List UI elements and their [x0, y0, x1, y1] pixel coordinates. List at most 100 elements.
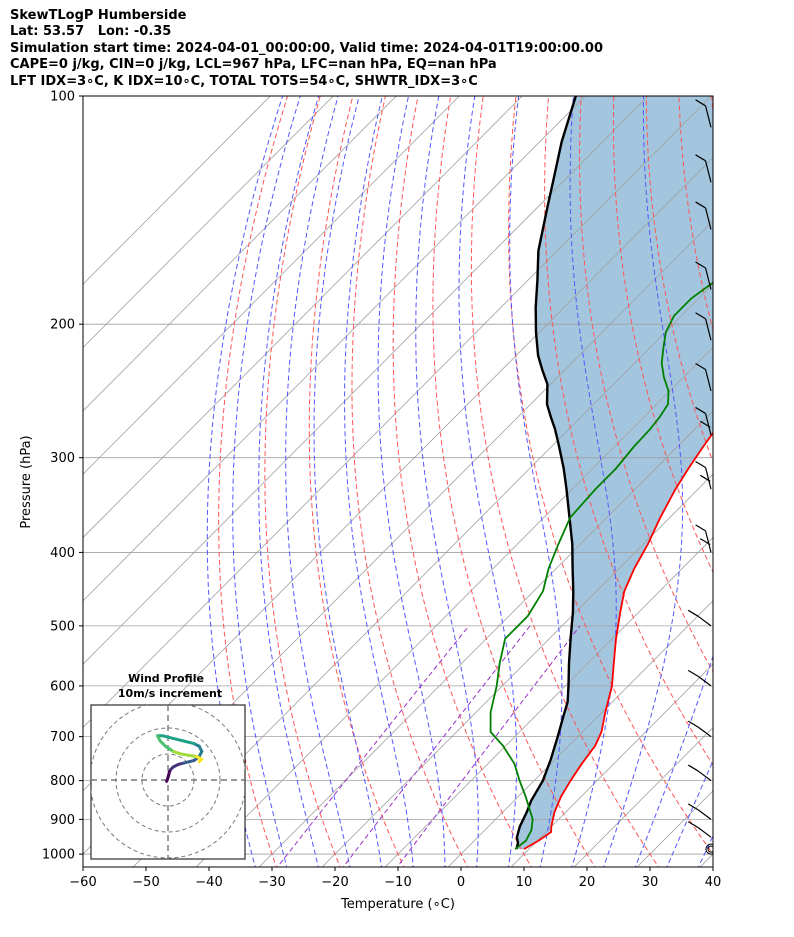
x-tick-label: −20: [321, 875, 348, 890]
wind-barb-staff: [697, 615, 712, 627]
moist-adiabat: [313, 96, 383, 867]
hodograph-trace-segment: [182, 739, 196, 746]
isotherm-line: [83, 96, 460, 475]
dry-adiabat: [218, 96, 288, 867]
isotherm-line: [195, 346, 713, 867]
temperature-line: [523, 431, 713, 850]
isotherm-line: [510, 663, 713, 867]
moist-adiabat: [232, 96, 301, 867]
wind-barb-staff: [697, 726, 712, 738]
moist-adiabat: [258, 96, 320, 867]
wind-barb-flag: [695, 524, 706, 532]
dry-adiabat-lines: [218, 96, 794, 870]
dry-adiabat: [470, 96, 660, 867]
wind-barb-flag: [687, 720, 699, 728]
mixing-ratio-line: [342, 625, 531, 867]
wind-barb-flag: [695, 461, 706, 469]
wind-barb-staff: [704, 267, 712, 290]
dry-adiabat: [744, 96, 794, 870]
moist-adiabat: [509, 96, 563, 867]
dry-adiabat: [351, 96, 469, 867]
wind-barb-flag: [699, 474, 711, 482]
wind-barb-staff: [704, 530, 712, 553]
dry-adiabat: [711, 96, 713, 121]
x-tick-label: −10: [384, 875, 411, 890]
wind-barb-flag: [695, 362, 706, 370]
x-tick-label: 40: [705, 875, 722, 890]
isotherm-line: [83, 96, 271, 285]
wind-barb-flag: [687, 669, 699, 677]
profile-series: [489, 96, 713, 850]
dry-adiabat: [612, 96, 713, 574]
x-axis-label: Temperature (∘C): [340, 897, 455, 912]
dewpoint-line: [489, 281, 713, 850]
dry-adiabat: [645, 96, 713, 464]
wind-barb-staff: [704, 207, 712, 230]
isotherm-line: [83, 96, 712, 729]
isotherm-line: [83, 96, 586, 602]
wind-barbs: [687, 99, 713, 855]
wind-barb-staff: [704, 413, 712, 436]
wind-barb-flag: [695, 154, 706, 162]
moist-adiabat: [377, 96, 446, 867]
x-tick-label: 20: [579, 875, 596, 890]
moist-adiabat: [603, 96, 684, 867]
y-tick-label: 500: [50, 619, 75, 634]
wind-barb-flag: [699, 538, 711, 546]
hodograph-title: Wind Profile: [128, 672, 204, 685]
y-axis-ticks: 100 200 300 400 500 600 700 800 900 1000: [42, 90, 83, 863]
y-tick-label: 100: [50, 90, 75, 105]
wind-profile-hodograph: Wind Profile 10m/s increment: [90, 672, 246, 860]
isotherm-line: [83, 96, 649, 665]
wind-barb-staff: [704, 318, 712, 341]
wind-barb-flag: [687, 803, 699, 811]
wind-barb-flag: [687, 764, 699, 772]
hodograph-subtitle: 10m/s increment: [118, 687, 222, 700]
hodograph-trace-segment: [163, 744, 175, 753]
moist-adiabat: [285, 96, 351, 867]
simulation-times: Simulation start time: 2024-04-01_00:00:…: [10, 40, 603, 56]
y-axis-label: Pressure (hPa): [19, 435, 34, 528]
moist-adiabat: [729, 79, 794, 870]
hodograph-trace-segment: [197, 757, 204, 764]
isotherm-line: [573, 726, 713, 867]
x-tick-label: 30: [642, 875, 659, 890]
stability-indices-1: CAPE=0 j/kg, CIN=0 j/kg, LCL=967 hPa, LF…: [10, 57, 497, 73]
dry-adiabat: [308, 96, 405, 867]
dry-adiabat: [508, 96, 713, 855]
wind-barb-staff: [697, 675, 712, 687]
wind-barb-flag: [695, 406, 706, 414]
chart-header: SkewTLogP Humberside Lat: 53.57 Lon: -0.…: [10, 8, 603, 90]
isotherm-line: [83, 96, 523, 539]
moist-adiabat-lines: [206, 79, 794, 870]
x-tick-label: −60: [69, 875, 96, 890]
y-tick-label: 900: [50, 813, 75, 828]
y-tick-label: 400: [50, 546, 75, 561]
isotherm-line: [132, 283, 713, 867]
moist-adiabat: [634, 654, 713, 867]
y-tick-label: 1000: [42, 848, 75, 863]
moist-adiabat: [415, 96, 479, 867]
dry-adiabat: [777, 96, 794, 870]
x-tick-label: −40: [195, 875, 222, 890]
stability-indices-2: LFT IDX=3∘C, K IDX=10∘C, TOTAL TOTS=54∘C…: [10, 73, 478, 89]
y-tick-label: 200: [50, 318, 75, 333]
wind-barb-flag: [687, 609, 699, 617]
station-title: SkewTLogP Humberside: [10, 8, 187, 23]
lat-lon: Lat: 53.57 Lon: -0.35: [10, 24, 172, 40]
isotherm-line: [83, 96, 397, 412]
wind-barb-staff: [704, 160, 712, 183]
wind-barb-flag: [695, 261, 706, 269]
isotherm-line: [384, 536, 713, 867]
wind-barb-flag: [695, 312, 706, 320]
y-tick-label: 700: [50, 730, 75, 745]
mixing-ratio-line: [276, 625, 470, 867]
y-tick-label: 800: [50, 774, 75, 789]
x-tick-label: 10: [516, 875, 533, 890]
wind-barb-flag: [695, 99, 706, 107]
x-tick-label: −30: [258, 875, 285, 890]
moist-adiabat: [206, 96, 284, 867]
wind-barb-staff: [704, 467, 712, 490]
x-tick-label: −50: [132, 875, 159, 890]
x-axis-ticks: −60 −50 −40 −30 −20 −10 0 10 20 30 40: [69, 867, 721, 890]
